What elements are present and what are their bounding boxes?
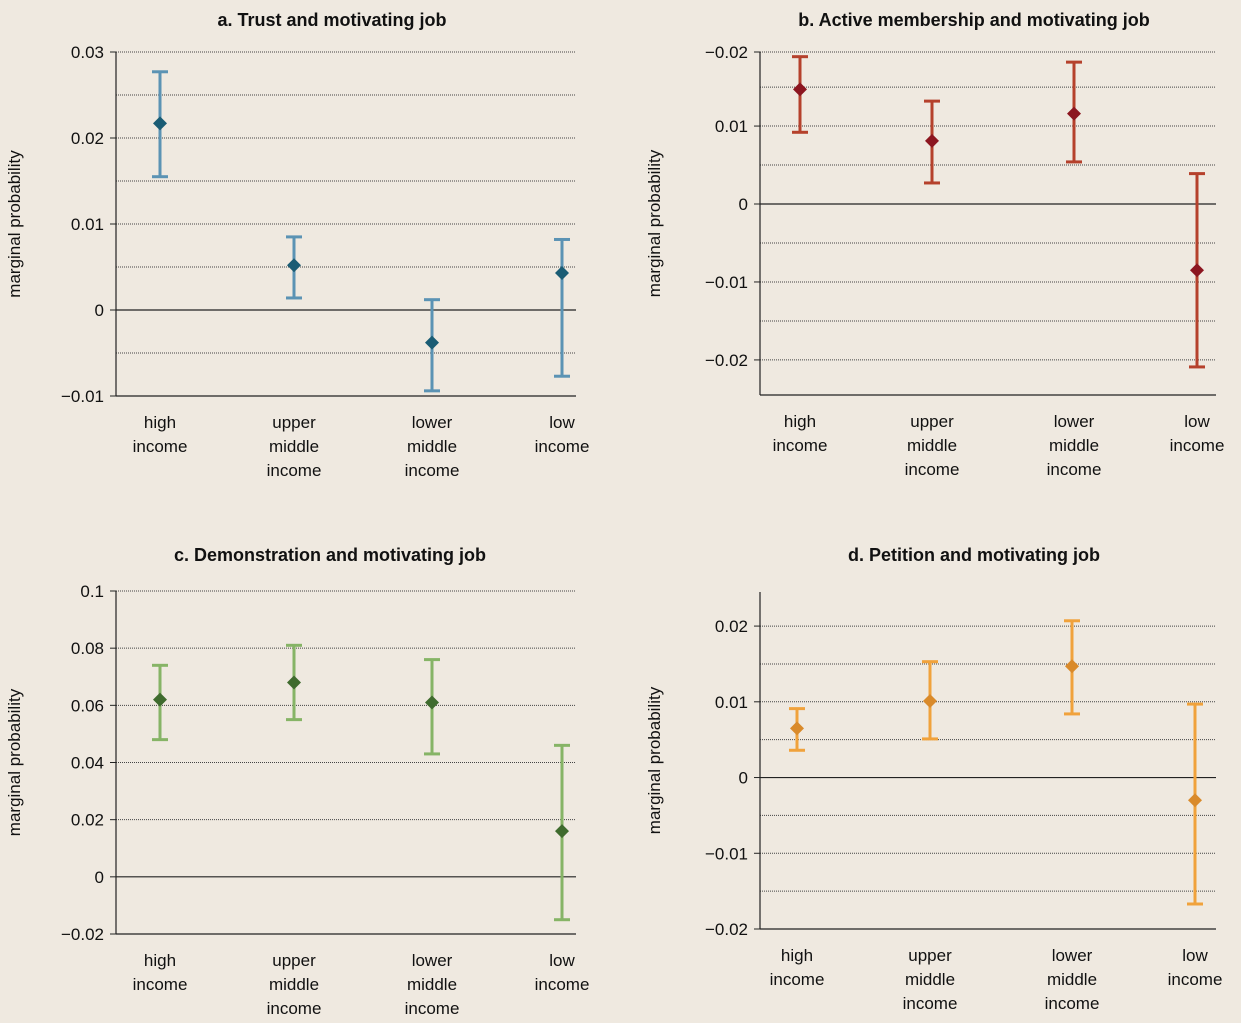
x-tick-label: upper middle income — [905, 412, 960, 479]
estimate-marker — [1065, 659, 1079, 674]
x-tick-label: low income — [1168, 946, 1223, 989]
estimate-marker — [287, 258, 301, 273]
y-tick-label: −0.02 — [705, 43, 748, 62]
y-tick-label: 0.02 — [71, 811, 104, 830]
y-tick-label: −0.01 — [705, 273, 748, 292]
x-tick-label: low income — [535, 951, 590, 994]
y-axis-label: marginal probability — [5, 150, 24, 298]
x-tick-label: lower middle income — [1045, 946, 1100, 1013]
chart-panel-b: b. Active membership and motivating job m… — [620, 0, 1241, 509]
chart-svg-b: b. Active membership and motivating job m… — [645, 10, 1225, 479]
chart-panel-d: d. Petition and motivating job marginal p… — [620, 509, 1241, 1018]
y-tick-label: 0.01 — [715, 693, 748, 712]
estimate-marker — [1067, 106, 1081, 121]
y-tick-label: −0.01 — [705, 844, 748, 863]
y-tick-label: 0 — [739, 769, 748, 788]
chart-title: c. Demonstration and motivating job — [174, 545, 486, 565]
x-tick-label: lower middle income — [1047, 412, 1102, 479]
x-tick-label: low income — [535, 413, 590, 456]
estimate-marker — [790, 721, 804, 736]
x-tick-label: high income — [770, 946, 825, 989]
y-tick-label: 0.04 — [71, 754, 104, 773]
y-tick-label: 0.01 — [71, 215, 104, 234]
chart-panel-a: a. Trust and motivating job marginal prob… — [0, 0, 620, 509]
estimate-marker — [793, 82, 807, 97]
y-axis-label: marginal probability — [645, 686, 664, 834]
x-tick-label: upper middle income — [903, 946, 958, 1013]
estimate-marker — [287, 675, 301, 690]
y-tick-label: 0.1 — [80, 582, 104, 601]
chart-panel-c: c. Demonstration and motivating job margi… — [0, 509, 620, 1018]
chart-title: d. Petition and motivating job — [848, 545, 1100, 565]
estimate-marker — [555, 824, 569, 839]
chart-svg-d: d. Petition and motivating job marginal p… — [645, 545, 1223, 1013]
chart-svg-a: a. Trust and motivating job marginal prob… — [5, 10, 590, 480]
estimate-marker — [555, 266, 569, 281]
y-tick-label: −0.02 — [705, 351, 748, 370]
y-tick-label: 0.02 — [71, 129, 104, 148]
estimate-marker — [1190, 263, 1204, 278]
x-tick-label: high income — [133, 413, 188, 456]
y-tick-label: −0.02 — [61, 925, 104, 944]
x-tick-label: low income — [1170, 412, 1225, 455]
y-axis-label: marginal probability — [5, 688, 24, 836]
y-tick-label: 0.06 — [71, 696, 104, 715]
y-tick-label: 0 — [95, 868, 104, 887]
y-tick-label: 0.01 — [715, 117, 748, 136]
x-tick-label: high income — [133, 951, 188, 994]
x-tick-label: lower middle income — [405, 413, 460, 480]
y-tick-label: 0.02 — [715, 617, 748, 636]
y-axis-label: marginal probability — [645, 149, 664, 297]
chart-title: a. Trust and motivating job — [217, 10, 446, 30]
estimate-marker — [925, 133, 939, 148]
x-tick-label: high income — [773, 412, 828, 455]
y-tick-label: −0.02 — [705, 920, 748, 939]
y-tick-label: 0.03 — [71, 43, 104, 62]
y-tick-label: 0 — [95, 301, 104, 320]
estimate-marker — [923, 694, 937, 709]
y-tick-label: 0 — [739, 195, 748, 214]
estimate-marker — [153, 692, 167, 707]
chart-title: b. Active membership and motivating job — [798, 10, 1149, 30]
estimate-marker — [1188, 793, 1202, 808]
x-tick-label: upper middle income — [267, 413, 322, 480]
x-tick-label: lower middle income — [405, 951, 460, 1018]
estimate-marker — [425, 695, 439, 710]
estimate-marker — [425, 335, 439, 350]
y-tick-label: −0.01 — [61, 387, 104, 406]
y-tick-label: 0.08 — [71, 639, 104, 658]
x-tick-label: upper middle income — [267, 951, 322, 1018]
estimate-marker — [153, 116, 167, 131]
chart-svg-c: c. Demonstration and motivating job margi… — [5, 545, 590, 1018]
